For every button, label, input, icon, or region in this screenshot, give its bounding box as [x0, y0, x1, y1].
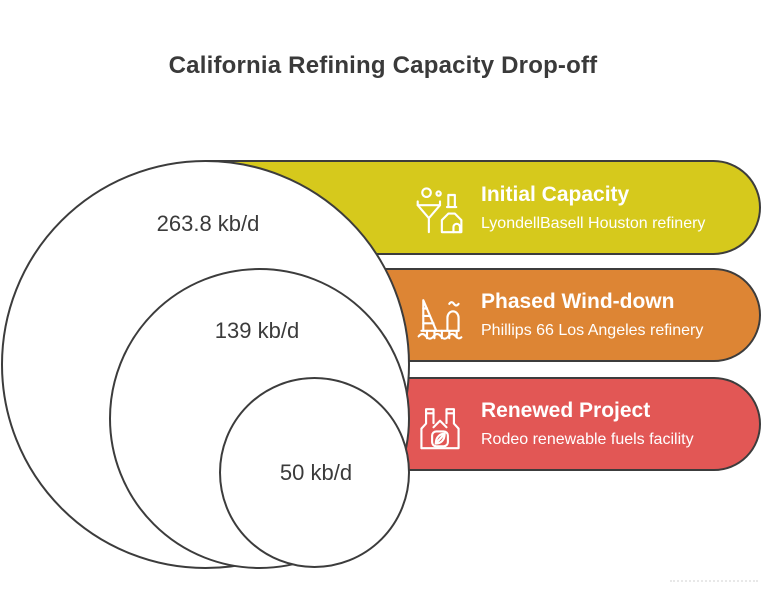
pill-subtitle-renewed: Rodeo renewable fuels facility [481, 431, 694, 448]
pill-title-winddown: Phased Wind-down [481, 290, 675, 313]
pill-subtitle-winddown: Phillips 66 Los Angeles refinery [481, 322, 704, 339]
renewable-factory-leaf-icon [414, 394, 466, 454]
chart-title: California Refining Capacity Drop-off [168, 52, 598, 79]
pill-subtitle-initial: LyondellBasell Houston refinery [481, 214, 706, 232]
capacity-circle-small [219, 377, 410, 568]
watermark-marks [670, 580, 758, 582]
offshore-oil-platform-icon [414, 285, 466, 345]
circle-value-large: 263.8 kb/d [156, 211, 260, 236]
pill-title-initial: Initial Capacity [481, 182, 630, 206]
pill-content-initial: Initial Capacity LyondellBasell Houston … [414, 160, 705, 255]
pill-title-renewed: Renewed Project [481, 399, 651, 422]
circle-value-small: 50 kb/d [279, 460, 353, 485]
refinery-smoke-funnel-icon [414, 178, 466, 238]
circle-value-medium: 139 kb/d [214, 318, 300, 343]
pill-content-winddown: Phased Wind-down Phillips 66 Los Angeles… [414, 268, 703, 362]
pill-content-renewed: Renewed Project Rodeo renewable fuels fa… [414, 377, 694, 471]
